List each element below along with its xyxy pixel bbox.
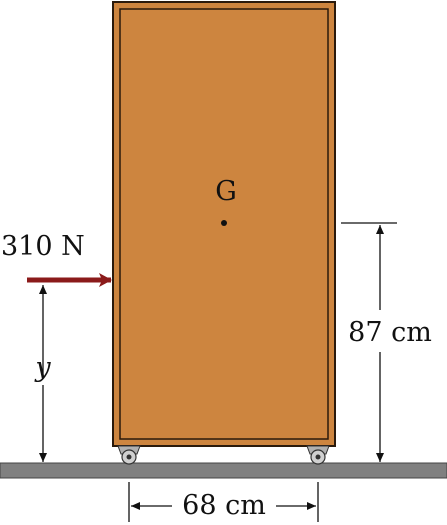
center-of-gravity-label: G <box>215 176 237 207</box>
height-variable-label: y <box>34 352 51 383</box>
right-caster <box>306 445 330 465</box>
left-caster <box>117 445 141 465</box>
width-dimension-label: 68 cm <box>182 490 266 521</box>
force-label: 310 N <box>1 231 85 262</box>
center-of-gravity-point <box>221 220 227 226</box>
cabinet-inner-border <box>119 8 329 440</box>
height-dimension-label: 87 cm <box>348 317 432 348</box>
floor <box>0 462 447 479</box>
